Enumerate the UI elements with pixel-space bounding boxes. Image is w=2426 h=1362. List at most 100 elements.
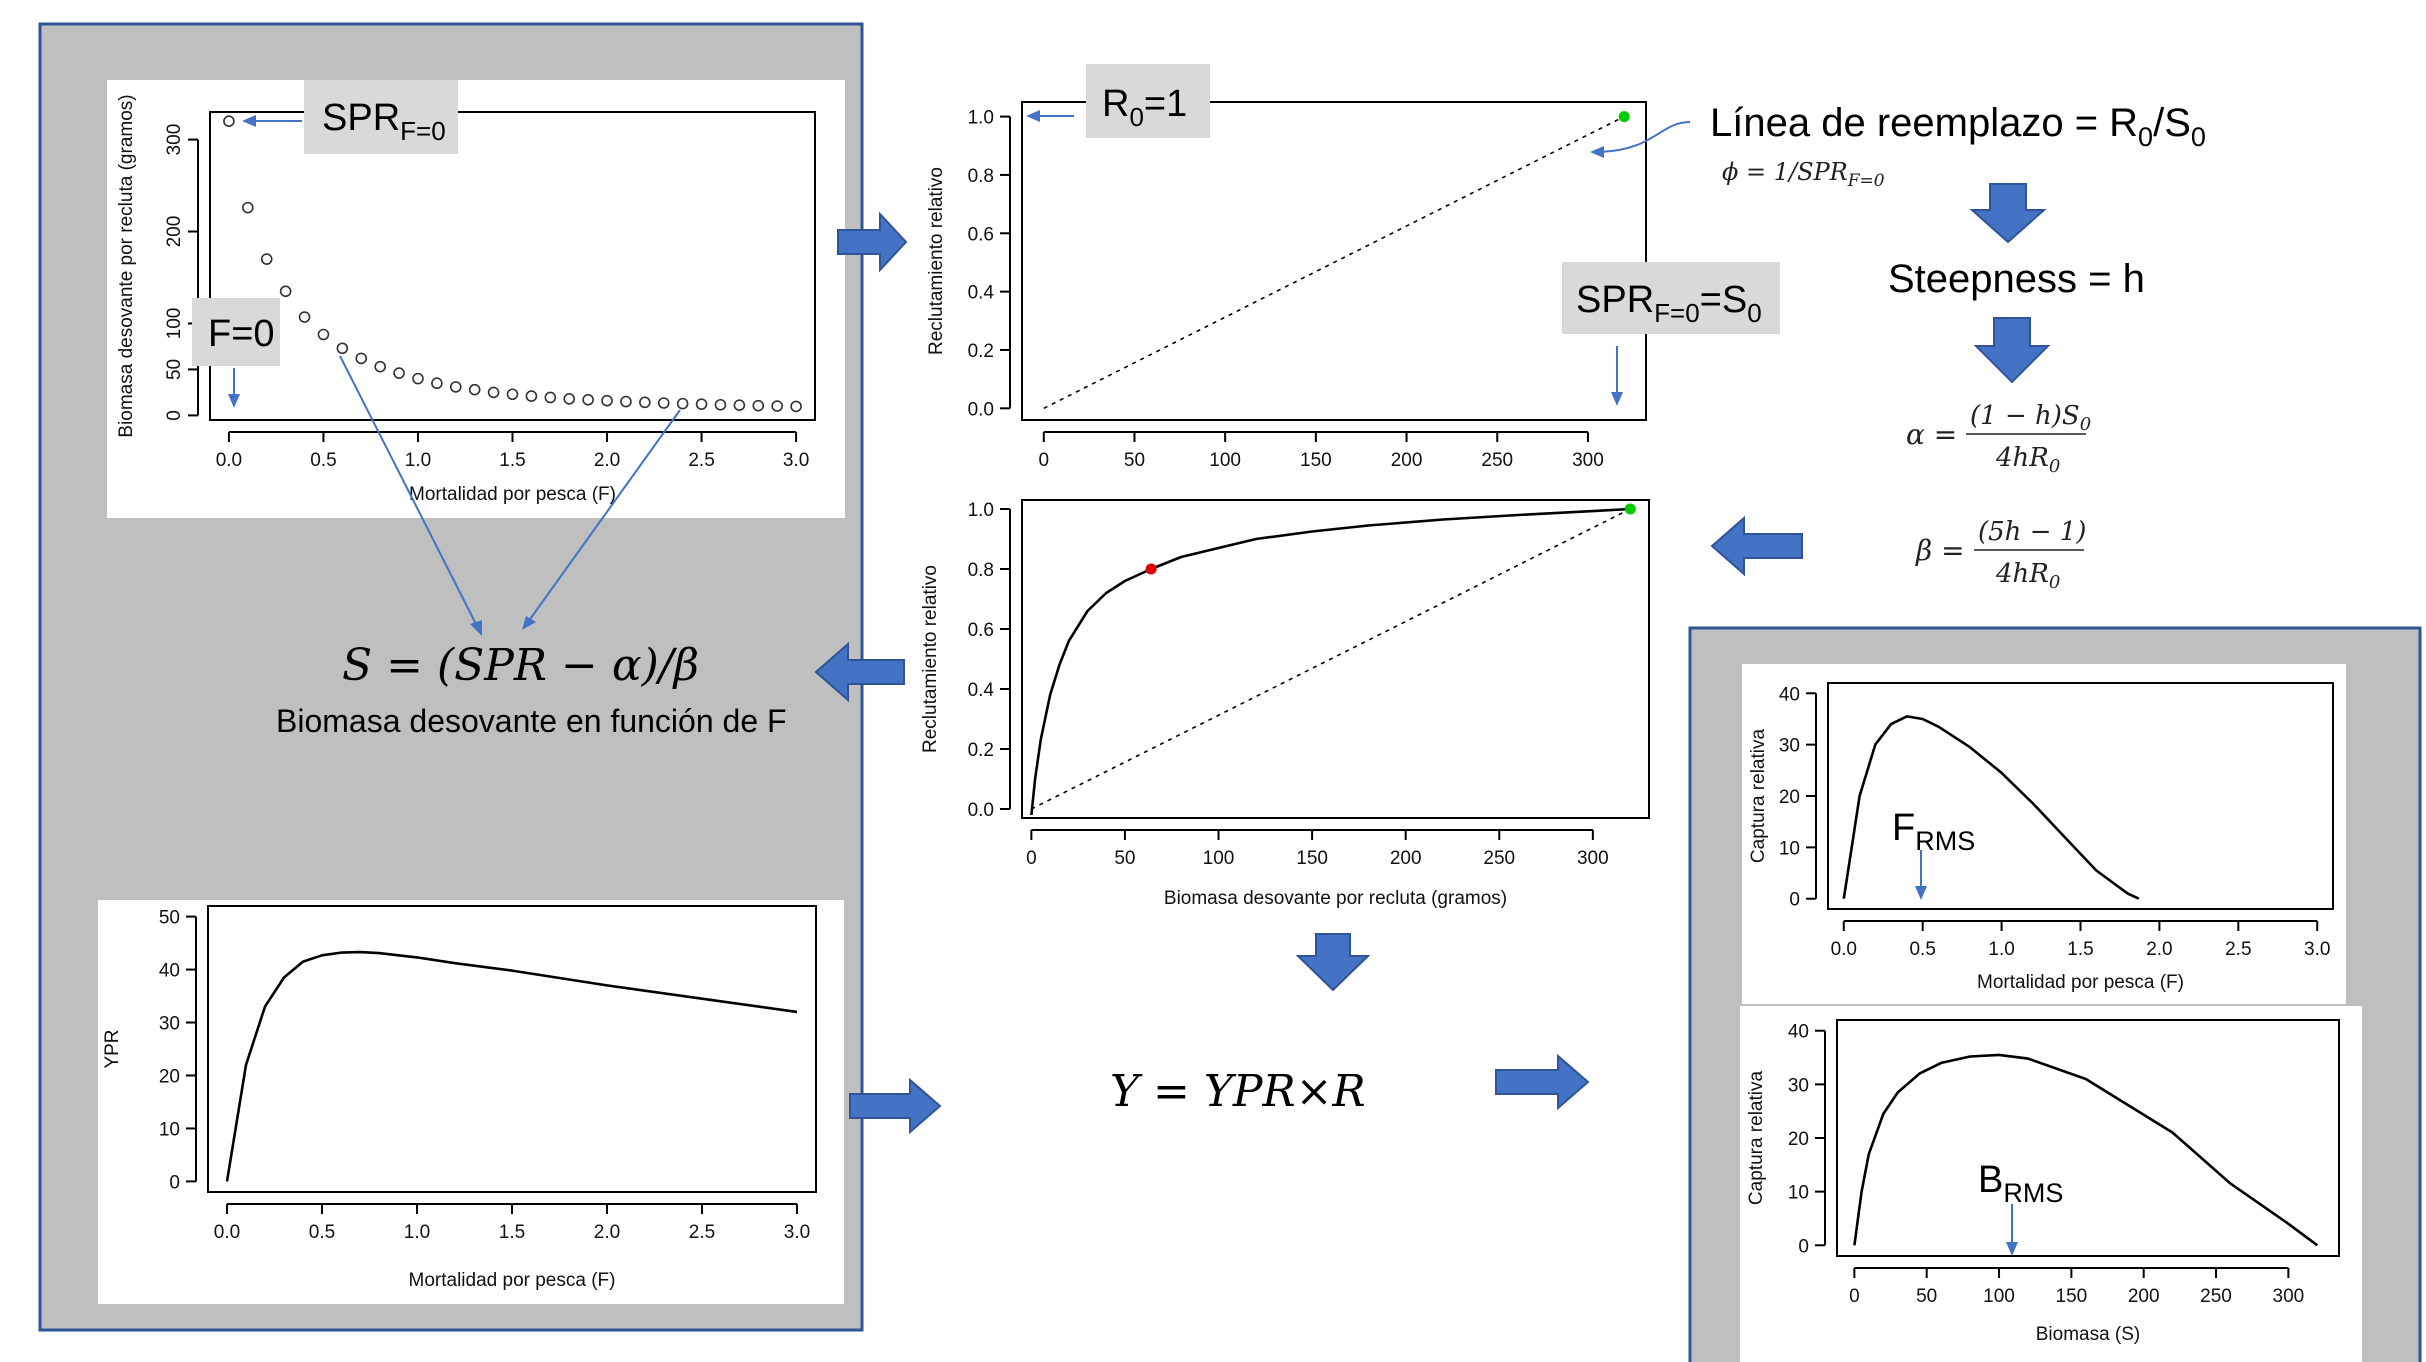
data-point [506,388,519,401]
x-tick-label: 300 [1577,848,1609,869]
x-tick-label: 0.5 [1909,939,1935,960]
y-axis-title: Biomasa desovante por recluta (gramos) [116,94,137,437]
x-tick-label: 1.0 [1988,939,2014,960]
y-tick-label: 0 [1789,890,1800,911]
y-tick-label: 0.8 [968,560,994,581]
connector-low-f-head [470,620,482,636]
y-axis-title: Reclutamiento relativo [920,565,941,753]
arrow-replacement-to-steepness [1969,183,2047,244]
data-point [336,342,349,355]
y-tick-label: 0.4 [968,283,995,304]
data-point [449,381,462,393]
data-point [676,397,689,410]
callout-r0-box [1086,64,1210,138]
green-point [1618,111,1630,123]
x-tick-label: 0.0 [216,450,242,471]
arrow-bh-to-s-equation [814,641,905,703]
beta-numerator: (5h − 1) [1978,517,2086,547]
x-tick-label: 0 [1849,1286,1860,1307]
y-equation: Y = YPR×R [1110,1066,1366,1117]
data-point [260,253,273,265]
x-tick-label: 50 [1124,450,1145,471]
spr-pointer-arrowhead [242,115,256,127]
x-tick-label: 0 [1026,848,1037,869]
arrow-params-to-bh-curve [1710,515,1803,577]
catch-vs-biomass-chart: 0 50 100 150 200 250 300 0 10 20 30 40 Biomasa (S) Ca… [1746,1019,2340,1345]
callout-spr-label: SPRF=0 [322,97,446,146]
catch-vs-f-chart: 0.0 0.5 1.0 1.5 2.0 2.5 3.0 0 10 20 30 40 Mortalidad… [1748,682,2334,993]
x-axis-title: Biomasa (S) [2036,1324,2141,1345]
y-tick-label: 1.0 [968,500,994,521]
x-tick-label: 100 [1203,848,1235,869]
arrow-y-to-catch-curves [1495,1053,1590,1111]
beta-lhs: β = [1915,534,1965,567]
data-point [525,390,538,402]
x-tick-label: 300 [1572,450,1604,471]
data-point [752,399,765,412]
s-equation: S = (SPR − α)/β [342,640,699,691]
x-tick-label: 250 [2200,1286,2232,1307]
data-point [355,352,368,365]
y-tick-label: 30 [159,1014,180,1035]
x-tick-label: 250 [1483,848,1515,869]
x-tick-label: 2.0 [2146,939,2172,960]
y-tick-label: 10 [1788,1183,1809,1204]
callout-s0-box [1562,262,1780,334]
data-point [714,398,727,411]
x-tick-label: 3.0 [784,1222,810,1243]
x-tick-label: 250 [1481,450,1513,471]
x-tick-label: 1.5 [499,1222,525,1243]
x-tick-label: 0.5 [309,1222,335,1243]
plot-frame [1836,1019,2340,1257]
replacement-pointer-head [1590,146,1604,158]
connector-low-f [339,355,479,629]
connector-high-f-head [522,616,536,630]
x-tick-label: 1.5 [2067,939,2093,960]
series-line [225,950,798,1182]
callout-s0-label: SPRF=0=S0 [1576,279,1762,328]
data-point [279,285,292,298]
x-tick-label: 50 [1916,1286,1937,1307]
callout-spr-box [304,80,458,154]
data-point [242,201,254,214]
x-tick-label: 100 [1209,450,1241,471]
green-point [1624,503,1636,515]
replacement-line [1030,508,1631,810]
y-tick-label: 10 [159,1119,180,1140]
y-tick-label: 0.8 [968,166,994,187]
x-tick-label: 150 [1300,450,1332,471]
data-point [563,393,576,405]
y-axis-title: Reclutamiento relativo [926,167,947,355]
y-tick-label: 0.2 [968,341,994,362]
plot-frame [1021,101,1647,421]
data-point [412,372,424,385]
callout-f0-box [192,298,280,366]
x-tick-label: 300 [2273,1286,2305,1307]
brms-pointer-arrowhead [2006,1242,2018,1256]
f0-pointer-arrowhead [228,394,240,408]
alpha-numerator: (1 − h)S0 [1970,401,2091,435]
x-axis-title: Mortalidad por pesca (F) [409,484,616,505]
s-equation-caption: Biomasa desovante en función de F [276,703,787,739]
x-tick-label: 200 [1391,450,1423,471]
x-tick-label: 50 [1114,848,1135,869]
y-tick-label: 100 [164,308,185,340]
callout-r0-label: R0=1 [1102,83,1187,132]
ypr-vs-f-chart: 0.0 0.5 1.0 1.5 2.0 2.5 3.0 0 10 20 30 40 50 Mortalid… [102,905,817,1291]
replacement-line-formula: Línea de reemplazo = R0/S0 [1710,101,2206,152]
x-tick-label: 200 [1390,848,1422,869]
y-tick-label: 0 [169,1172,180,1193]
s0-pointer-arrowhead [1611,392,1623,406]
data-point [487,386,500,399]
x-tick-label: 200 [2128,1286,2160,1307]
data-point [639,396,651,409]
x-tick-label: 3.0 [2304,939,2330,960]
arrow-spr-to-recruitment [837,211,908,273]
x-tick-label: 150 [2056,1286,2088,1307]
y-tick-label: 0.6 [968,224,994,245]
series-line [1842,715,2140,900]
data-point [582,393,594,406]
x-tick-label: 0.0 [214,1222,240,1243]
data-point [544,391,557,404]
y-tick-label: 30 [1788,1075,1809,1096]
